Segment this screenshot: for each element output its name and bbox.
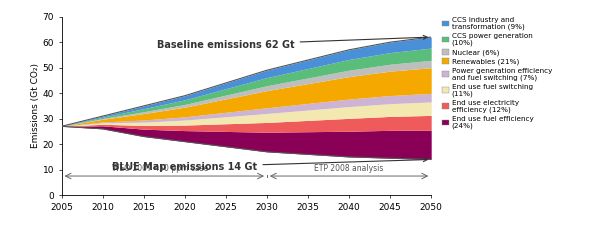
Text: BLUE Map emissions 14 Gt: BLUE Map emissions 14 Gt (112, 158, 427, 172)
Text: ETP 2008 analysis: ETP 2008 analysis (314, 164, 384, 173)
Legend: CCS industry and
transformation (9%), CCS power generation
(10%), Nuclear (6%), : CCS industry and transformation (9%), CC… (442, 17, 552, 129)
Text: Baseline emissions 62 Gt: Baseline emissions 62 Gt (157, 35, 427, 50)
Text: WEO 2007 450 ppm case: WEO 2007 450 ppm case (112, 164, 208, 173)
Y-axis label: Emissions (Gt CO₂): Emissions (Gt CO₂) (31, 63, 39, 149)
